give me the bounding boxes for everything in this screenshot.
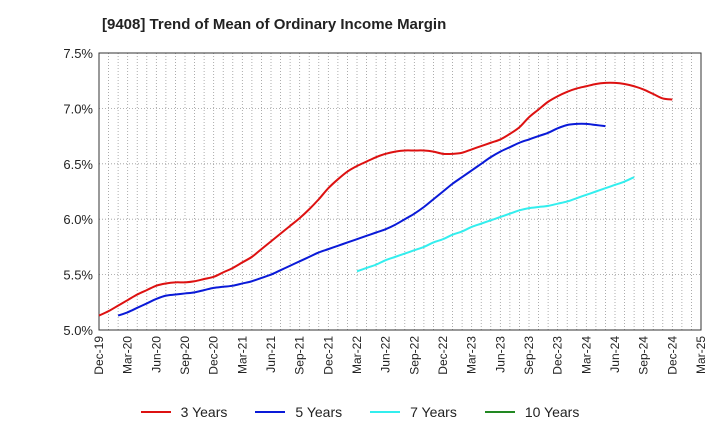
y-tick-label: 7.5% <box>63 46 93 61</box>
legend-item-10-years: 10 Years <box>484 404 580 420</box>
series-line-5-years <box>117 122 606 317</box>
y-tick-label: 5.0% <box>63 323 93 338</box>
x-tick-label: Sep-23 <box>522 336 536 375</box>
chart-legend: 3 Years 5 Years 7 Years 10 Years <box>0 404 720 420</box>
legend-swatch <box>255 411 286 413</box>
x-tick-label: Dec-23 <box>551 336 565 375</box>
legend-label: 10 Years <box>524 404 580 420</box>
x-tick-label: Jun-22 <box>379 336 393 373</box>
x-tick-label: Mar-23 <box>465 336 479 374</box>
y-tick-label: 6.5% <box>63 157 93 172</box>
x-tick-label: Dec-21 <box>321 336 335 375</box>
legend-label: 7 Years <box>410 404 457 420</box>
plot-frame <box>98 52 702 331</box>
x-tick-label: Mar-22 <box>350 336 364 374</box>
x-tick-label: Sep-24 <box>637 336 651 375</box>
x-tick-label: Dec-22 <box>436 336 450 375</box>
legend-item-7-years: 7 Years <box>370 404 457 420</box>
x-tick-label: Mar-25 <box>694 336 708 374</box>
series-line-7-years <box>356 176 635 273</box>
x-tick-label: Jun-20 <box>149 336 163 373</box>
legend-item-3-years: 3 Years <box>140 404 228 420</box>
y-tick-label: 5.5% <box>63 268 93 283</box>
y-tick-label: 6.0% <box>63 212 93 227</box>
x-tick-label: Sep-21 <box>293 336 307 375</box>
x-tick-label: Mar-21 <box>235 336 249 374</box>
legend-label: 5 Years <box>295 404 343 420</box>
x-tick-label: Mar-20 <box>121 336 135 374</box>
legend-label: 3 Years <box>180 404 228 420</box>
legend-swatch <box>370 411 401 413</box>
x-tick-label: Mar-24 <box>579 336 593 374</box>
y-tick-label: 7.0% <box>63 101 93 116</box>
x-tick-label: Sep-22 <box>407 336 421 375</box>
series-line-3-years <box>98 81 673 317</box>
legend-item-5-years: 5 Years <box>255 404 342 420</box>
x-tick-label: Dec-20 <box>207 336 221 375</box>
x-tick-label: Dec-24 <box>665 336 679 375</box>
plot-area <box>99 53 701 330</box>
x-tick-label: Jun-23 <box>493 336 507 373</box>
legend-swatch <box>140 411 171 413</box>
x-tick-label: Jun-21 <box>264 336 278 373</box>
x-tick-label: Jun-24 <box>608 336 622 373</box>
x-tick-label: Dec-19 <box>92 336 106 375</box>
x-tick-label: Sep-20 <box>178 336 192 375</box>
chart-title: [9408] Trend of Mean of Ordinary Income … <box>102 16 447 33</box>
legend-swatch <box>484 411 515 413</box>
